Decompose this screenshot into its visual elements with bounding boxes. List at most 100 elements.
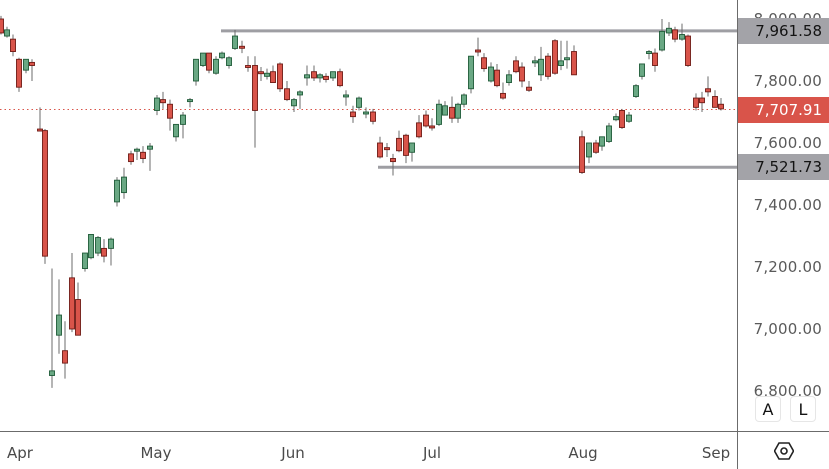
candle [586,142,592,164]
candle [481,53,487,72]
candle [213,56,219,75]
candle [403,133,409,164]
candle [606,122,612,143]
candle [69,253,75,333]
price-tick-label: 7,200.00 [753,258,822,276]
candle [494,63,500,88]
axis-corner [737,431,829,469]
candle [147,143,153,171]
time-tick-label: Jun [281,444,305,462]
candle [659,19,665,52]
candlestick-chart[interactable] [0,0,737,431]
candle [180,112,186,139]
candle [23,58,29,74]
candle [304,65,310,86]
candle [436,99,442,126]
candle [396,130,402,153]
candle [538,46,544,81]
candle [108,237,114,266]
time-axis[interactable]: Apr May Jun Jul Aug Sep [0,431,737,469]
price-tick-label: 7,600.00 [753,134,822,152]
price-axis[interactable]: 8,000.007,800.007,600.007,400.007,200.00… [737,0,829,431]
candle [552,39,558,75]
candle [699,91,705,112]
candle [475,37,481,57]
candle [154,94,160,116]
candle [270,65,276,83]
candle [526,81,532,92]
time-tick-label: Apr [7,444,33,462]
candle [29,59,35,81]
candle [416,115,422,139]
candle [56,279,62,354]
candle [330,71,336,81]
candle [245,56,251,72]
candle [167,99,173,131]
candle [317,73,323,83]
candle [599,136,605,151]
candle [593,139,599,154]
time-tick-label: Aug [568,444,598,462]
candle [506,70,512,86]
candle [37,107,43,132]
candle [693,93,699,111]
candle [666,22,672,37]
candle [652,48,658,72]
candle [101,239,107,263]
candle [646,50,652,60]
support-price-tag: 7,521.73 [738,154,829,181]
candle [187,98,193,108]
candle [232,29,238,50]
candle [258,67,264,81]
candle [121,167,127,199]
candle [564,40,570,69]
candle [685,34,691,68]
candle [219,51,225,60]
candle [134,147,140,161]
candle [461,93,467,108]
candle [239,40,245,54]
log-scale-button[interactable]: L [790,396,816,422]
last-price-tag: 7,707.91 [738,96,829,123]
auto-scale-button[interactable]: A [755,396,781,422]
candle [545,53,551,80]
candle [718,98,724,111]
candle [140,146,146,164]
candle [571,45,577,76]
candle [390,153,396,176]
candle [579,130,585,174]
candle [613,113,619,122]
chart-plot-area[interactable] [0,0,737,431]
candle [62,321,68,379]
settings-hexagon-icon[interactable] [774,441,794,461]
candle [672,26,678,43]
candle [0,15,4,35]
candle [377,136,383,159]
candle [173,123,179,142]
candle [226,56,232,69]
candle [10,34,16,57]
candle [356,96,362,111]
candle [337,68,343,88]
candle [519,62,525,88]
candle [370,108,376,125]
candle [160,91,166,109]
candle [468,55,474,94]
candle [449,96,455,123]
candle [200,52,206,68]
candle [633,84,639,99]
candle [264,68,270,80]
candle [429,118,435,131]
candle [206,52,212,74]
candle [277,62,283,92]
candle [488,62,494,83]
time-tick-label: Jul [422,444,442,462]
candle [639,63,645,80]
candle [252,56,258,148]
candle [291,98,297,112]
candle [75,282,81,336]
candle [16,57,22,92]
price-tick-label: 7,400.00 [753,196,822,214]
candle [619,108,625,130]
candle [558,40,564,71]
